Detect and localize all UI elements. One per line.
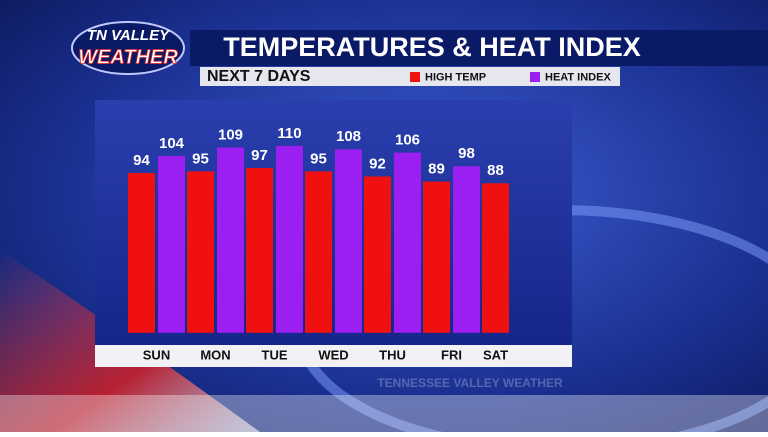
bar	[453, 166, 480, 333]
footer: TENNESSEE VALLEY WEATHER	[377, 376, 563, 390]
bar	[276, 145, 303, 333]
value-label: 95	[192, 150, 209, 167]
x-tick-label: SUN	[143, 347, 170, 362]
value-label: 88	[487, 162, 504, 179]
legend-label: HIGH TEMP	[425, 71, 486, 83]
legend-swatch	[530, 72, 540, 82]
logo-badge	[71, 21, 185, 75]
legend-swatch	[410, 72, 420, 82]
chart-title: TEMPERATURES & HEAT INDEX	[223, 32, 641, 62]
bar	[364, 176, 391, 333]
x-tick-label: TUE	[262, 347, 288, 362]
bar	[128, 173, 155, 333]
plot: SUN 94 104 MON 95 109 TUE 97 110 WED 95 108 THU 92 106…	[128, 125, 509, 362]
bar	[305, 171, 332, 333]
value-label: 97	[251, 147, 268, 164]
legend: HIGH TEMP HEAT INDEX	[410, 71, 611, 83]
value-label: 109	[218, 127, 243, 144]
bar	[246, 167, 273, 333]
x-tick-label: SAT	[483, 347, 508, 362]
title-bar	[190, 30, 768, 66]
logo-line2: WEATHER	[78, 46, 178, 68]
x-tick-label: MON	[200, 347, 230, 362]
category-bar	[95, 345, 572, 367]
bar	[158, 156, 185, 333]
value-label: 89	[428, 161, 445, 178]
x-tick-label: WED	[318, 347, 348, 362]
subtitle: NEXT 7 DAYS	[207, 68, 311, 85]
value-label: 92	[369, 155, 386, 172]
value-label: 108	[336, 128, 361, 145]
bar	[394, 152, 421, 333]
footer-band	[0, 395, 768, 432]
x-tick-label: FRI	[441, 347, 462, 362]
value-label: 106	[395, 132, 420, 149]
bar	[423, 181, 450, 333]
value-label: 110	[277, 125, 301, 142]
x-tick-label: THU	[379, 347, 406, 362]
value-label: 104	[159, 135, 185, 152]
logo-line1: TN VALLEY	[87, 27, 171, 44]
legend-label: HEAT INDEX	[545, 71, 611, 83]
bar	[482, 183, 509, 333]
bar	[187, 171, 214, 333]
value-label: 94	[133, 152, 150, 169]
bar	[217, 147, 244, 333]
bar	[335, 149, 362, 333]
value-label: 98	[458, 145, 475, 162]
value-label: 95	[310, 150, 327, 167]
